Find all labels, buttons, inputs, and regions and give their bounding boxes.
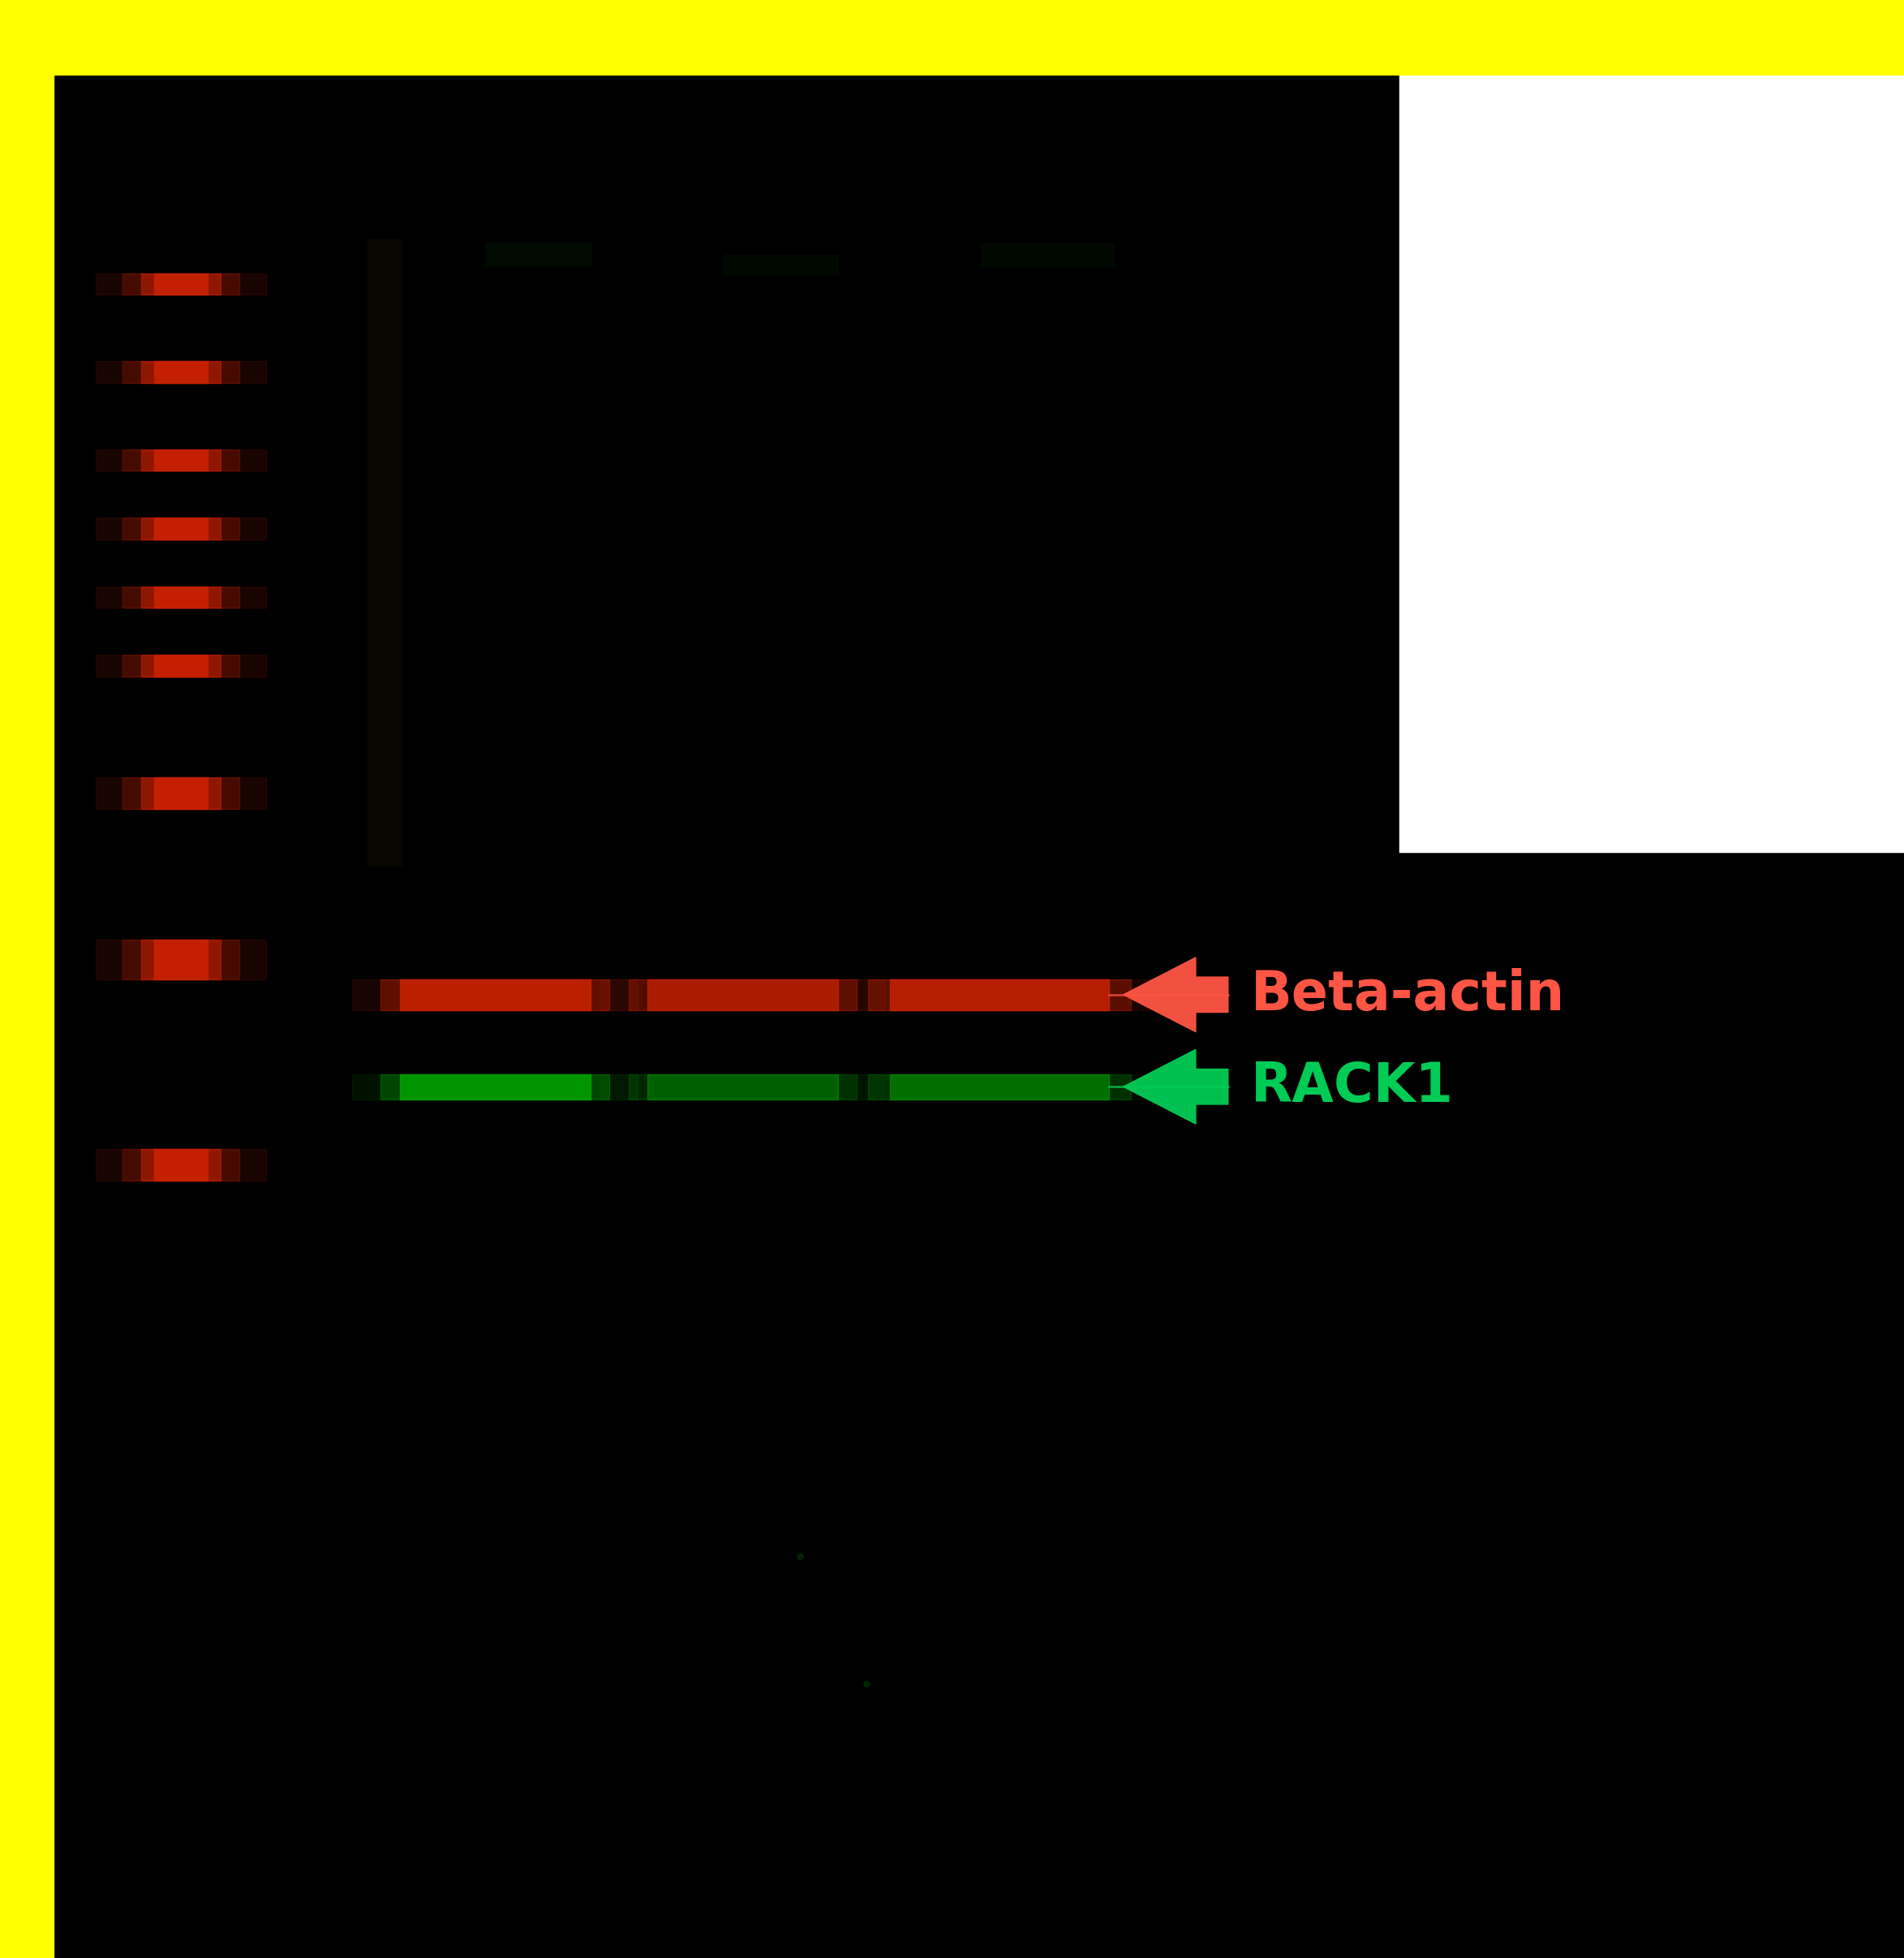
- Point: [851, 1668, 882, 1700]
- Point: [784, 1541, 815, 1572]
- Text: Beta-actin: Beta-actin: [1251, 967, 1565, 1022]
- FancyArrow shape: [1123, 1049, 1228, 1124]
- Text: RACK1: RACK1: [1251, 1059, 1455, 1114]
- FancyArrow shape: [1123, 957, 1228, 1032]
